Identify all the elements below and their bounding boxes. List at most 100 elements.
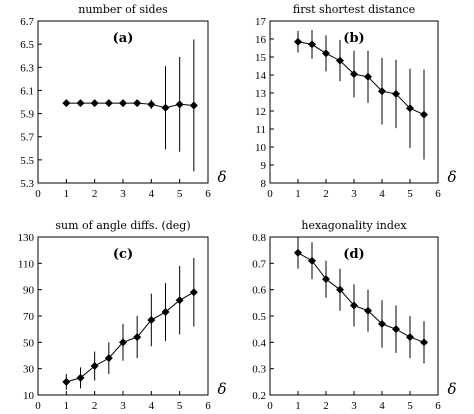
panel-c-y-tick-label: 110 — [18, 258, 35, 270]
panel-d-title: hexagonality index — [301, 219, 407, 232]
panel-c-y-tick-label: 10 — [23, 390, 35, 402]
panel-c-x-tick-label: 5 — [177, 400, 183, 412]
panel-d: hexagonality index 0 1 2 3 4 5 6 0.2 0.3 0.4 0.5 0.6… — [252, 219, 456, 412]
panel-b-y-tick-label: 15 — [255, 52, 267, 64]
panel-d-y-tick-label: 0.8 — [252, 232, 266, 244]
panel-c-x-tick-label: 4 — [149, 400, 155, 412]
panel-d-x-tick-label: 2 — [323, 400, 329, 412]
panel-b-y-tick-label: 12 — [255, 106, 266, 118]
panel-a-data-point — [133, 99, 142, 108]
panel-b-y-tick-label: 14 — [255, 70, 267, 82]
panel-d-data-point — [336, 285, 344, 294]
panel-d-data-point — [308, 256, 316, 265]
panel-d-x-tick-label: 0 — [267, 400, 273, 412]
panel-a-y-tick-label: 6.1 — [20, 85, 34, 97]
panel-c-data-point — [147, 315, 156, 324]
panel-b-y-tick-label: 17 — [255, 16, 267, 28]
panel-d-data-point — [420, 338, 428, 347]
panel-c-data-point — [76, 373, 85, 382]
panel-a-data-point — [62, 99, 71, 108]
panel-b-x-tick-label: 4 — [379, 188, 385, 200]
panel-b-x-axis-label: δ — [447, 168, 456, 186]
panel-b-x-tick-label: 3 — [351, 188, 357, 200]
panel-d-data-point — [378, 319, 386, 328]
panel-d-y-tick-label: 0.5 — [252, 311, 266, 323]
panel-b-y-tick-label: 8 — [261, 178, 267, 190]
panel-c-x-tick-label: 2 — [92, 400, 98, 412]
panel-c-title: sum of angle diffs. (deg) — [55, 219, 190, 232]
panel-c-data-point — [119, 338, 127, 347]
panel-d-x-tick-label: 4 — [379, 400, 385, 412]
panel-a-data-point — [189, 101, 198, 110]
panel-b-data-point — [420, 110, 428, 119]
panel-d-data-point — [294, 248, 302, 257]
panel-c: sum of angle diffs. (deg) 0 1 2 3 4 5 6 10 30 50 70… — [18, 219, 227, 412]
panel-d-y-tick-label: 0.6 — [252, 285, 266, 297]
panel-a-y-tick-label: 5.3 — [20, 178, 34, 190]
panel-a-data-point — [90, 99, 99, 108]
panel-b-data-point — [350, 70, 358, 79]
panel-a-x-tick-label: 0 — [35, 188, 41, 200]
panel-c-panel-label: (c) — [113, 247, 133, 262]
panel-d-y-tick-label: 0.7 — [252, 258, 266, 270]
panel-c-data-point — [62, 377, 71, 386]
panel-b-x-tick-label: 1 — [295, 188, 301, 200]
panel-d-y-tick-label: 0.4 — [252, 337, 266, 349]
panel-b-data-point — [392, 89, 400, 98]
panel-b-series-line — [297, 41, 425, 116]
panel-c-data-point — [175, 296, 184, 305]
panel-d-data-point — [322, 275, 330, 284]
panel-c-data-point — [189, 288, 198, 297]
panel-a-y-tick-label: 5.5 — [20, 155, 34, 167]
panel-d-y-tick-label: 0.3 — [252, 364, 266, 376]
panel-c-x-tick-label: 0 — [35, 400, 41, 412]
panel-b-data-point — [294, 37, 302, 46]
panel-b-y-tick-label: 13 — [255, 88, 267, 100]
panel-d-x-axis-label: δ — [447, 380, 456, 398]
panel-a-data-point — [161, 103, 170, 112]
panel-c-x-axis-label: δ — [217, 380, 226, 398]
panel-d-x-tick-label: 1 — [295, 400, 301, 412]
panel-c-y-tick-label: 70 — [23, 311, 35, 323]
panel-b-x-tick-label: 5 — [407, 188, 413, 200]
panel-a-data-point — [175, 100, 184, 109]
panel-d-data-point — [350, 301, 358, 310]
panel-b-y-tick-label: 16 — [255, 34, 267, 46]
panel-b-data-point — [378, 87, 386, 96]
panel-d-series-line — [297, 252, 425, 343]
panel-c-x-tick-label: 3 — [120, 400, 126, 412]
panel-a-panel-label: (a) — [113, 31, 134, 46]
panel-d-panel-label: (d) — [343, 247, 364, 262]
panel-a-x-tick-label: 6 — [205, 188, 211, 200]
panel-c-data-point — [90, 362, 99, 371]
panel-b-x-tick-label: 6 — [435, 188, 441, 200]
panel-b-data-point — [322, 49, 330, 58]
panel-d-x-tick-label: 6 — [435, 400, 441, 412]
panel-d-x-tick-label: 3 — [351, 400, 357, 412]
panel-b-x-tick-label: 0 — [267, 188, 273, 200]
panel-d-y-tick-label: 0.2 — [252, 390, 266, 402]
panel-a-x-tick-label: 1 — [64, 188, 70, 200]
panel-c-data-point — [161, 308, 170, 317]
panel-a-y-tick-label: 5.9 — [20, 109, 34, 121]
panel-a-y-tick-label: 6.3 — [20, 62, 34, 74]
panel-c-y-tick-label: 30 — [23, 364, 35, 376]
panel-a-x-tick-label: 2 — [92, 188, 98, 200]
panel-b-y-tick-label: 10 — [255, 142, 267, 154]
panel-b-title: first shortest distance — [293, 3, 415, 16]
panel-c-data-point — [104, 354, 113, 363]
panel-c-y-tick-label: 130 — [18, 232, 35, 244]
panel-a-y-tick-label: 5.7 — [20, 132, 34, 144]
panel-b-data-point — [406, 104, 414, 113]
panel-d-x-tick-label: 5 — [407, 400, 413, 412]
panel-c-data-point — [133, 333, 142, 342]
panel-a-x-tick-label: 5 — [177, 188, 183, 200]
panel-d-data-point — [392, 325, 400, 334]
panel-d-data-point — [364, 306, 372, 315]
panel-a-data-point — [147, 100, 156, 109]
panel-c-x-tick-label: 1 — [64, 400, 70, 412]
panel-a-x-tick-label: 3 — [120, 188, 126, 200]
panel-b-panel-label: (b) — [343, 31, 364, 46]
